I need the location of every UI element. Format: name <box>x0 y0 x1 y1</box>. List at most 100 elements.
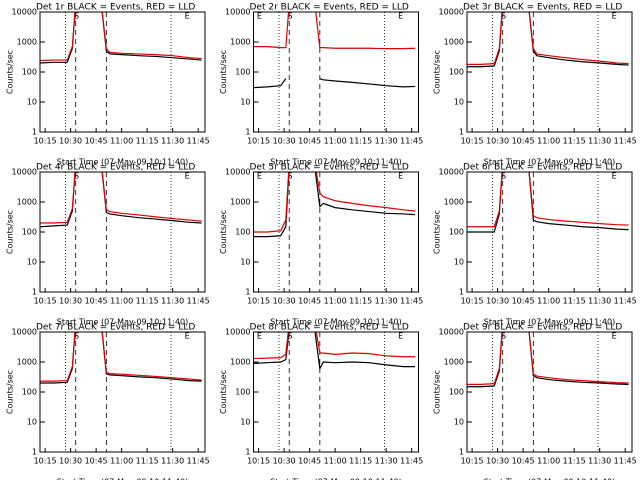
y-tick-label: 1000 <box>17 358 37 367</box>
y-tick-label: 10000 <box>225 168 250 177</box>
y-tick-label: 10000 <box>439 328 464 337</box>
annotation: E <box>185 12 190 21</box>
x-tick-label: 11:30 <box>161 137 184 146</box>
panel: Det 8r BLACK = Events, RED = LLD Start Ti… <box>219 323 423 480</box>
x-tick-label: 11:30 <box>588 457 611 466</box>
y-axis-label: Counts/sec <box>433 50 442 94</box>
annotation: S <box>501 332 506 341</box>
y-axis-label: Counts/sec <box>6 370 15 414</box>
panel: Det 7r BLACK = Events, RED = LLD Start Ti… <box>6 323 210 480</box>
annotation: S <box>74 332 79 341</box>
x-tick-label: 10:45 <box>85 457 108 466</box>
x-tick-label: 11:15 <box>563 457 586 466</box>
x-axis-label: Start Time (07-May-09 10:11:40) <box>484 478 615 480</box>
y-axis-label: Counts/sec <box>6 50 15 94</box>
y-tick-label: 10 <box>240 418 250 427</box>
y-tick-label: 1 <box>32 128 37 137</box>
x-tick-label: 10:15 <box>247 297 270 306</box>
series-line <box>253 332 416 360</box>
panel: Det 5r BLACK = Events, RED = LLD Start Ti… <box>219 163 423 327</box>
x-tick-label: 11:00 <box>110 137 133 146</box>
y-tick-label: 1000 <box>444 358 464 367</box>
x-tick-label: 10:30 <box>59 297 82 306</box>
series-line <box>467 12 629 65</box>
annotation: E <box>398 12 403 21</box>
y-axis-label: Counts/sec <box>433 210 442 254</box>
chart-title: Det 1r BLACK = Events, RED = LLD <box>36 3 195 13</box>
series-line <box>253 172 416 238</box>
x-axis-label: Start Time (07-May-09 10:11:40) <box>270 478 401 480</box>
y-tick-label: 10 <box>454 418 464 427</box>
x-axis-label: Start Time (07-May-09 10:11:40) <box>57 478 188 480</box>
plot-frame <box>253 171 419 293</box>
y-tick-label: 10 <box>454 98 464 107</box>
chart-title: Det 2r BLACK = Events, RED = LLD <box>250 3 409 13</box>
y-tick-label: 10 <box>454 258 464 267</box>
plot-frame <box>39 171 206 293</box>
x-tick-label: 10:30 <box>273 137 296 146</box>
panel: Det 1r BLACK = Events, RED = LLD Start Ti… <box>6 3 210 167</box>
x-tick-label: 10:45 <box>85 137 108 146</box>
y-tick-label: 10 <box>240 98 250 107</box>
chart-title: Det 7r BLACK = Events, RED = LLD <box>36 323 195 333</box>
y-tick-label: 10 <box>27 98 37 107</box>
plot-frame <box>466 11 633 133</box>
x-tick-label: 11:45 <box>400 457 423 466</box>
x-tick-label: 11:30 <box>161 297 184 306</box>
y-tick-label: 10000 <box>439 168 464 177</box>
x-tick-label: 11:00 <box>110 457 133 466</box>
x-tick-label: 10:45 <box>512 297 535 306</box>
x-tick-label: 10:30 <box>486 137 509 146</box>
y-tick-label: 10 <box>27 418 37 427</box>
annotation: E <box>612 172 617 181</box>
x-tick-label: 10:30 <box>273 297 296 306</box>
x-tick-label: 11:15 <box>349 137 372 146</box>
annotation: E <box>257 12 262 21</box>
annotation: E <box>185 332 190 341</box>
series-line <box>40 172 202 224</box>
x-tick-label: 10:15 <box>34 297 57 306</box>
x-axis-label: Start Time (07-May-09 10:11:40) <box>484 318 615 327</box>
annotation: E <box>398 172 403 181</box>
annotation: S <box>501 12 506 21</box>
x-tick-label: 10:15 <box>461 457 484 466</box>
y-tick-label: 1000 <box>17 198 37 207</box>
x-axis-label: Start Time (07-May-09 10:11:40) <box>270 158 401 167</box>
y-tick-label: 10000 <box>12 168 37 177</box>
x-axis-label: Start Time (07-May-09 10:11:40) <box>270 318 401 327</box>
plot-frame <box>39 11 206 133</box>
x-tick-label: 11:00 <box>537 457 560 466</box>
x-tick-label: 11:45 <box>614 297 637 306</box>
y-tick-label: 10 <box>27 258 37 267</box>
y-tick-label: 1000 <box>444 198 464 207</box>
x-tick-label: 11:30 <box>588 297 611 306</box>
x-tick-label: 11:15 <box>136 297 159 306</box>
series-line <box>40 172 202 228</box>
y-tick-label: 1000 <box>230 198 250 207</box>
plot-frame <box>466 171 633 293</box>
x-tick-label: 11:00 <box>537 297 560 306</box>
chart-title: Det 3r BLACK = Events, RED = LLD <box>463 3 622 13</box>
series-line <box>467 172 629 233</box>
x-tick-label: 11:00 <box>324 137 347 146</box>
y-tick-label: 1 <box>245 288 250 297</box>
y-axis-label: Counts/sec <box>219 210 228 254</box>
x-tick-label: 10:45 <box>298 137 321 146</box>
panel: Det 3r BLACK = Events, RED = LLD Start Ti… <box>433 3 637 167</box>
x-tick-label: 10:30 <box>59 457 82 466</box>
y-tick-label: 1 <box>459 128 464 137</box>
y-axis-label: Counts/sec <box>219 370 228 414</box>
plot-frame <box>466 331 633 453</box>
panel: Det 2r BLACK = Events, RED = LLD Start Ti… <box>219 3 423 167</box>
y-tick-label: 1 <box>245 128 250 137</box>
x-axis-label: Start Time (07-May-09 10:11:40) <box>57 318 188 327</box>
panel: Det 9r BLACK = Events, RED = LLD Start Ti… <box>433 323 637 480</box>
y-tick-label: 100 <box>235 68 250 77</box>
series-line <box>253 12 416 50</box>
x-tick-label: 11:45 <box>400 137 423 146</box>
y-tick-label: 1000 <box>17 38 37 47</box>
x-tick-label: 11:15 <box>563 137 586 146</box>
plot-frame <box>253 11 419 133</box>
y-tick-label: 10000 <box>439 8 464 17</box>
